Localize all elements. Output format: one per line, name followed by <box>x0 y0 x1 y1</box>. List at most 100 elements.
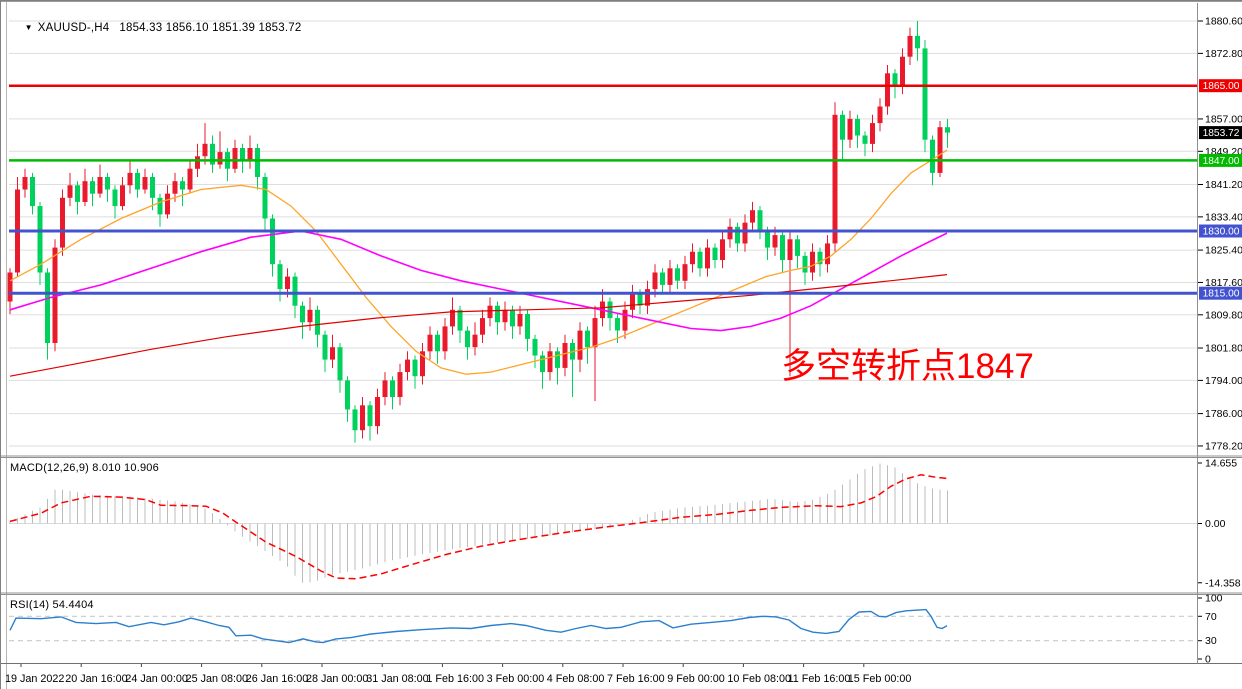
candle <box>232 139 238 173</box>
candle <box>225 148 230 182</box>
time-tick-label: 31 Jan 08:00 <box>366 673 428 685</box>
macd-histogram <box>9 463 948 583</box>
candle <box>75 181 80 215</box>
candle <box>945 118 950 148</box>
candle <box>360 397 365 439</box>
rsi-tick-label: 30 <box>1205 635 1217 647</box>
symbol-dropdown-icon[interactable]: ▼ <box>24 23 33 32</box>
candle <box>607 297 613 331</box>
macd-indicator-label: MACD(12,26,9) 8.010 10.906 <box>10 462 159 474</box>
price-tick-label: 1880.60 <box>1205 16 1242 28</box>
rsi-line <box>9 608 948 644</box>
ma-mid-magenta-line <box>9 230 948 332</box>
candle <box>45 268 50 360</box>
candle <box>157 193 163 227</box>
candle <box>712 243 718 269</box>
candle <box>682 255 688 290</box>
ma-slow-red-line <box>9 274 948 377</box>
candle <box>885 65 890 115</box>
candle <box>585 326 590 364</box>
candle <box>472 322 478 356</box>
candle <box>555 347 560 385</box>
time-tick-label: 7 Feb 16:00 <box>607 673 665 685</box>
price-tick-label: 1794.00 <box>1205 375 1242 387</box>
candle <box>330 334 335 368</box>
candle <box>675 264 680 290</box>
candle <box>727 218 733 248</box>
candle <box>592 305 598 402</box>
candle <box>165 185 170 219</box>
candle <box>90 177 95 207</box>
candle <box>127 160 133 194</box>
candle <box>82 168 88 207</box>
candle <box>495 301 500 335</box>
candle <box>900 48 905 94</box>
candle <box>480 309 485 343</box>
time-tick-label: 11 Feb 16:00 <box>788 673 851 685</box>
candle <box>60 189 65 256</box>
candle <box>150 172 155 211</box>
candle <box>37 201 43 285</box>
price-tick-label: 1872.80 <box>1205 48 1242 60</box>
candle <box>802 251 808 285</box>
time-tick-label: 3 Feb 00:00 <box>487 673 545 685</box>
candle <box>52 239 58 352</box>
price-badge-label: 1865.00 <box>1203 81 1240 92</box>
candle <box>510 305 515 339</box>
candle <box>202 123 208 165</box>
candle <box>142 168 148 194</box>
candle <box>120 177 125 211</box>
candle <box>547 343 553 381</box>
candle <box>30 172 35 215</box>
candle <box>405 351 410 381</box>
price-badge-support-line-price-2: 1815.00 <box>1199 286 1242 300</box>
time-tick-label: 10 Feb 08:00 <box>727 673 791 685</box>
rsi-panel[interactable] <box>9 608 1197 644</box>
candle <box>915 21 920 61</box>
price-axis[interactable]: 1880.601872.801857.001849.201841.201833.… <box>1198 16 1242 666</box>
candle <box>15 177 20 277</box>
price-tick-label: 1801.80 <box>1205 343 1242 355</box>
ma-fast-orange-line <box>9 149 948 375</box>
price-tick-label: 1825.40 <box>1205 245 1242 257</box>
price-badge-resistance-line-price: 1865.00 <box>1199 79 1242 92</box>
ohlc-values-label: 1854.33 1856.10 1851.39 1853.72 <box>119 22 302 34</box>
chart-annotation[interactable]: 多空转折点1847 <box>781 347 1034 386</box>
candle <box>525 309 530 352</box>
candle <box>67 172 73 207</box>
candle <box>315 305 320 348</box>
candle <box>562 334 568 377</box>
candle <box>870 114 875 153</box>
candle <box>255 143 260 190</box>
price-badge-label: 1847.00 <box>1203 156 1240 167</box>
candle <box>502 301 508 331</box>
candle <box>240 143 245 173</box>
time-tick-label: 4 Feb 08:00 <box>547 673 605 685</box>
candle <box>877 98 883 132</box>
candle <box>832 102 838 252</box>
panel-frame <box>1 1 1242 664</box>
candle <box>270 214 275 277</box>
candle <box>277 260 283 302</box>
candle <box>907 27 913 65</box>
candle <box>352 405 358 443</box>
candle <box>532 334 538 368</box>
candle <box>540 351 545 389</box>
candle <box>667 260 673 294</box>
candle <box>795 235 800 269</box>
candle <box>7 268 13 314</box>
rsi-indicator-label: RSI(14) 54.4404 <box>10 599 94 611</box>
candle <box>622 301 628 339</box>
macd-panel[interactable] <box>9 463 1197 583</box>
candle <box>780 231 785 273</box>
macd-tick-label: -14.358 <box>1205 577 1241 589</box>
candle <box>180 177 185 207</box>
candle <box>442 318 448 360</box>
candle <box>922 40 928 153</box>
candle <box>135 168 140 198</box>
candle <box>697 247 703 277</box>
candle <box>840 110 845 161</box>
candle <box>300 301 305 339</box>
